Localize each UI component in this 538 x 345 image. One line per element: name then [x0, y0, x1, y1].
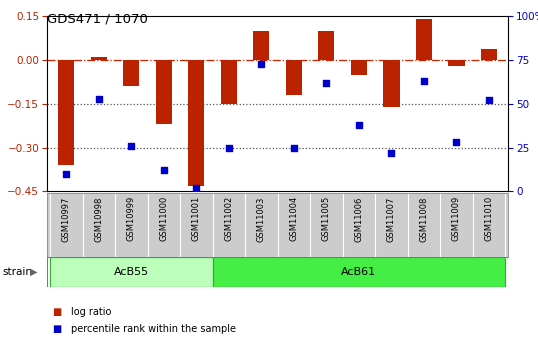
Bar — [318, 31, 335, 60]
Text: ▶: ▶ — [30, 267, 37, 277]
Point — [387, 150, 395, 156]
Text: ■: ■ — [52, 325, 61, 334]
Bar — [58, 60, 74, 165]
Bar — [123, 60, 139, 87]
Point — [257, 61, 266, 67]
Point — [485, 98, 493, 103]
Text: GSM11007: GSM11007 — [387, 196, 396, 241]
Bar — [91, 57, 107, 60]
Point — [224, 145, 233, 150]
Text: strain: strain — [3, 267, 33, 277]
Text: GSM11003: GSM11003 — [257, 196, 266, 241]
Text: AcB61: AcB61 — [341, 267, 377, 277]
Bar — [50, 257, 213, 287]
Bar — [188, 60, 204, 186]
Point — [160, 168, 168, 173]
Point — [420, 78, 428, 84]
Bar — [481, 49, 497, 60]
Text: GSM11006: GSM11006 — [355, 196, 363, 241]
Bar — [448, 60, 464, 66]
Point — [452, 140, 461, 145]
Text: GSM11002: GSM11002 — [224, 196, 233, 241]
Text: percentile rank within the sample: percentile rank within the sample — [71, 325, 236, 334]
Point — [355, 122, 363, 128]
Text: GSM11001: GSM11001 — [192, 196, 201, 241]
Text: GDS471 / 1070: GDS471 / 1070 — [47, 12, 147, 25]
Bar — [416, 19, 432, 60]
Text: log ratio: log ratio — [71, 307, 111, 317]
Text: GSM10998: GSM10998 — [94, 196, 103, 241]
Point — [192, 185, 201, 191]
Text: GSM11005: GSM11005 — [322, 196, 331, 241]
Text: AcB55: AcB55 — [114, 267, 149, 277]
Point — [95, 96, 103, 101]
Bar — [383, 60, 400, 107]
Text: GSM11009: GSM11009 — [452, 196, 461, 241]
Bar — [155, 60, 172, 125]
Text: GSM11000: GSM11000 — [159, 196, 168, 241]
Bar — [213, 257, 505, 287]
Text: GSM11008: GSM11008 — [420, 196, 428, 241]
Text: GSM11004: GSM11004 — [289, 196, 299, 241]
Bar — [221, 60, 237, 104]
Text: GSM10999: GSM10999 — [127, 196, 136, 241]
Point — [289, 145, 298, 150]
Point — [127, 143, 136, 149]
Bar — [351, 60, 367, 75]
Bar — [253, 31, 270, 60]
Point — [322, 80, 331, 86]
Text: GSM10997: GSM10997 — [62, 196, 71, 241]
Text: GSM11010: GSM11010 — [484, 196, 493, 241]
Text: ■: ■ — [52, 307, 61, 317]
Point — [62, 171, 70, 177]
Bar — [286, 60, 302, 95]
